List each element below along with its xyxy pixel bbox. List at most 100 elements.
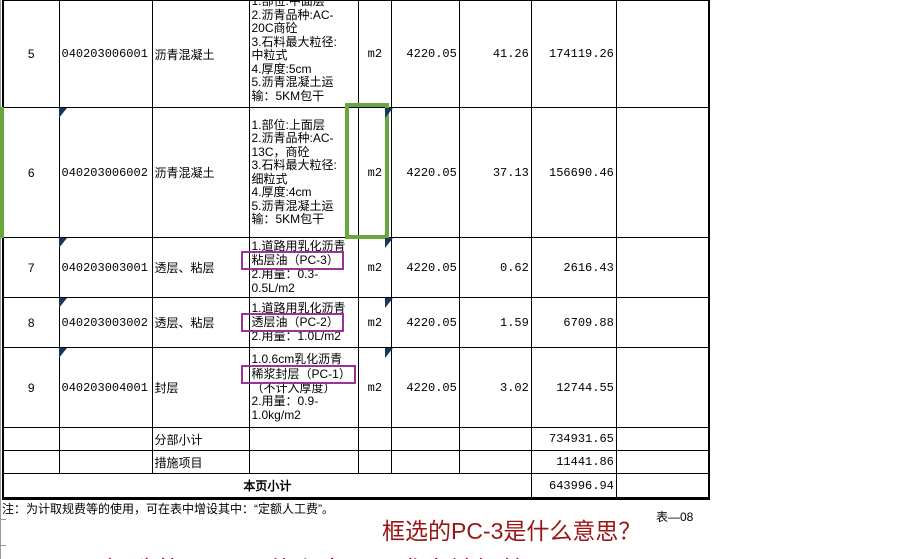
cell-corner-triangle-icon [59,108,67,118]
cell-item-desc[interactable]: 1.0.6cm乳化沥青 稀浆封层（PC-1） （不计入厚度） 2.用量：0.9-… [240,347,359,428]
clipped-text-line: 框选的PC-3是什么意思？求大神解答 [104,551,527,559]
cell-item-code[interactable]: 040203003002 [58,297,153,348]
left-gridline-stub [0,545,6,546]
desc-text: 1.道路用乳化沥青 [251,238,346,253]
cell-total[interactable]: 6709.88 [530,297,617,348]
table-row: 9 040203004001 封层 1.0.6cm乳化沥青 稀浆封层（PC-1）… [2,347,710,428]
cell-price[interactable]: 37.13 [458,107,532,238]
cell-empty[interactable] [390,427,460,451]
desc-text: （不计入厚度） 2.用量：0.9- 1.0kg/m2 [251,380,336,422]
left-gridline [0,0,1,559]
cell-qty[interactable]: 4220.05 [390,347,460,428]
cell-item-name[interactable]: 透层、粘层 [151,237,250,298]
cell-remark[interactable] [615,107,710,238]
green-selection-box [345,103,389,239]
measures-label[interactable]: 措施项目 [151,450,250,474]
table-row: 8 040203003002 透层、粘层 1.道路用乳化沥青 透层油（PC-2）… [2,297,710,348]
cell-item-name[interactable]: 沥青混凝土 [151,0,250,108]
cell-row-no[interactable]: 5 [2,0,60,108]
cell-item-code[interactable]: 040203004001 [58,347,153,428]
left-gridline-stub [0,519,6,520]
cell-item-name[interactable]: 封层 [151,347,250,428]
table-row: 5 040203006001 沥青混凝土 1.部位:中面层 2.沥青品种:AC-… [2,0,710,108]
cell-empty[interactable] [357,450,392,474]
measures-row: 措施项目 11441.86 [2,450,710,474]
cell-empty[interactable] [248,450,359,474]
cell-remark[interactable] [615,347,710,428]
section-subtotal-label[interactable]: 分部小计 [151,427,250,451]
cell-empty[interactable] [357,427,392,451]
purple-annotation-box: 稀浆封层（PC-1） [240,364,356,384]
page-total-row: 本页小计 643996.94 [2,473,710,499]
cell-empty[interactable] [58,427,153,451]
green-selection-bar-left [0,107,4,238]
cell-empty[interactable] [458,427,532,451]
cell-empty[interactable] [58,450,153,474]
table-footnote: 注：为计取规费等的使用，可在表中增设其中：“定额人工费”。 [2,502,334,516]
cell-empty[interactable] [458,450,532,474]
subtotal-row: 分部小计 734931.65 [2,427,710,451]
cell-price[interactable]: 41.26 [458,0,532,108]
cell-item-name[interactable]: 透层、粘层 [151,297,250,348]
cell-corner-triangle-icon [385,348,393,358]
cell-row-no[interactable]: 8 [2,297,60,348]
table-row: 6 040203006002 沥青混凝土 1.部位:上面层 2.沥青品种:AC-… [2,107,710,238]
cell-row-no[interactable]: 9 [2,347,60,428]
cell-empty[interactable] [615,427,710,451]
measures-value[interactable]: 11441.86 [530,450,617,474]
table-reference-label: 表—08 [656,510,694,524]
cell-unit[interactable]: m2 [357,0,392,108]
cell-empty[interactable] [2,427,60,451]
cell-corner-triangle-icon [385,298,393,308]
cell-empty[interactable] [390,450,460,474]
cell-empty[interactable] [248,427,359,451]
page-total-value[interactable]: 643996.94 [530,473,617,499]
annotation-question-text: 框选的PC-3是什么意思？ [382,518,642,544]
section-subtotal-value[interactable]: 734931.65 [530,427,617,451]
page-total-label[interactable]: 本页小计 [2,473,532,499]
cell-item-code[interactable]: 040203006001 [58,0,153,108]
cell-item-desc[interactable]: 1.道路用乳化沥青 粘层油（PC-3） 2.用量：0.3- 0.5L/m2 [240,237,359,298]
cell-remark[interactable] [615,0,710,108]
purple-annotation-box: 粘层油（PC-3） [240,251,344,271]
cell-item-desc[interactable]: 1.部位:上面层 2.沥青品种:AC- 13C，商砼 3.石料最大粒径: 细粒式… [248,107,359,238]
cell-row-no[interactable]: 7 [2,237,60,298]
cell-qty[interactable]: 4220.05 [390,107,460,238]
cell-remark[interactable] [615,297,710,348]
cell-remark[interactable] [615,237,710,298]
cell-corner-triangle-icon [59,238,67,248]
cell-row-no[interactable]: 6 [2,107,60,238]
cell-price[interactable]: 3.02 [458,347,532,428]
cell-empty[interactable] [2,450,60,474]
table-row: 7 040203003001 透层、粘层 1.道路用乳化沥青 粘层油（PC-3）… [2,237,710,298]
desc-text: 1.部位:中面层 2.沥青品种:AC- 20C商砼 3.石料最大粒径: 中粒式 … [251,0,337,103]
cell-item-desc[interactable]: 1.道路用乳化沥青 透层油（PC-2） 2.用量：1.0L/m2 [240,297,359,348]
cell-item-name[interactable]: 沥青混凝土 [151,107,250,238]
cell-item-desc[interactable]: 1.部位:中面层 2.沥青品种:AC- 20C商砼 3.石料最大粒径: 中粒式 … [248,0,359,108]
purple-annotation-box: 透层油（PC-2） [240,313,344,332]
cell-total[interactable]: 2616.43 [530,237,617,298]
cell-price[interactable]: 0.62 [458,237,532,298]
cell-total[interactable]: 12744.55 [530,347,617,428]
cell-item-code[interactable]: 040203003001 [58,237,153,298]
desc-text: 1.部位:上面层 2.沥青品种:AC- 13C，商砼 3.石料最大粒径: 细粒式… [251,117,337,226]
desc-text: 1.道路用乳化沥青 [251,300,346,315]
cell-item-code[interactable]: 040203006002 [58,107,153,238]
cell-unit[interactable]: m2 [357,347,392,428]
desc-text: 2.用量：0.3- 0.5L/m2 [251,267,319,295]
cell-corner-triangle-icon [385,238,393,248]
cell-qty[interactable]: 4220.05 [390,0,460,108]
cell-price[interactable]: 1.59 [458,297,532,348]
cell-corner-triangle-icon [59,348,67,358]
cell-corner-triangle-icon [59,298,67,308]
cell-empty[interactable] [615,450,710,474]
cell-total[interactable]: 156690.46 [530,107,617,238]
cell-total[interactable]: 174119.26 [530,0,617,108]
desc-text: 1.0.6cm乳化沥青 [251,352,343,366]
desc-text: 2.用量：1.0L/m2 [251,329,341,343]
cell-qty[interactable]: 4220.05 [390,237,460,298]
cell-qty[interactable]: 4220.05 [390,297,460,348]
cell-empty[interactable] [615,473,710,499]
boq-table: 5 040203006001 沥青混凝土 1.部位:中面层 2.沥青品种:AC-… [2,0,711,500]
